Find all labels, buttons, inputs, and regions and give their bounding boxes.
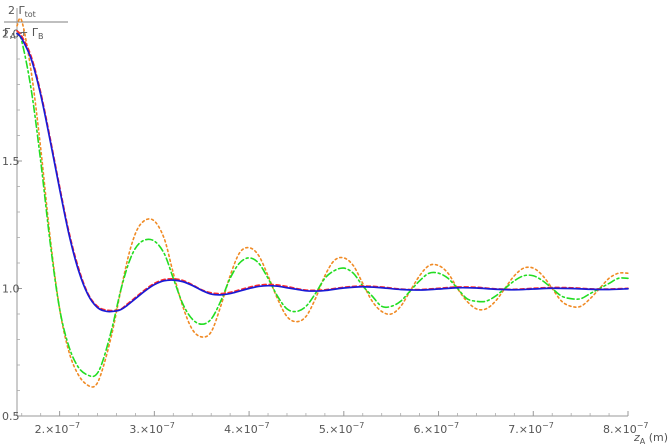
- series-line-2: [16, 32, 629, 378]
- x-tick-label: 4.×10−7: [224, 421, 270, 436]
- series-line-4: [16, 32, 629, 313]
- series-line-3: [16, 30, 629, 312]
- axes: 0.5 1.0 1.5 2.0 2.×10−7 3.×10−7 4.×10−7 5.×10−7…: [2, 8, 649, 436]
- x-axis-label: zA (m): [633, 431, 668, 446]
- x-tick-label: 3.×10−7: [129, 421, 175, 436]
- x-tick-label: 2.×10−7: [35, 421, 81, 436]
- y-tick-label: 0.5: [2, 410, 20, 423]
- y-tick-label: 1.5: [2, 155, 20, 168]
- series-layer: [16, 17, 629, 388]
- x-tick-label: 5.×10−7: [319, 421, 365, 436]
- x-label-text: zA (m): [633, 431, 668, 446]
- x-tick-label: 8.×10−7: [603, 421, 649, 436]
- y-tick-label: 1.0: [2, 283, 20, 296]
- y-axis-label: 2 Γtot ΓA + ΓB: [4, 4, 68, 41]
- x-tick-label: 6.×10−7: [414, 421, 460, 436]
- series-line-1: [16, 17, 629, 388]
- y-tick-label: 2.0: [2, 28, 20, 41]
- x-tick-label: 7.×10−7: [508, 421, 554, 436]
- y-label-numerator: 2 Γtot: [8, 4, 36, 19]
